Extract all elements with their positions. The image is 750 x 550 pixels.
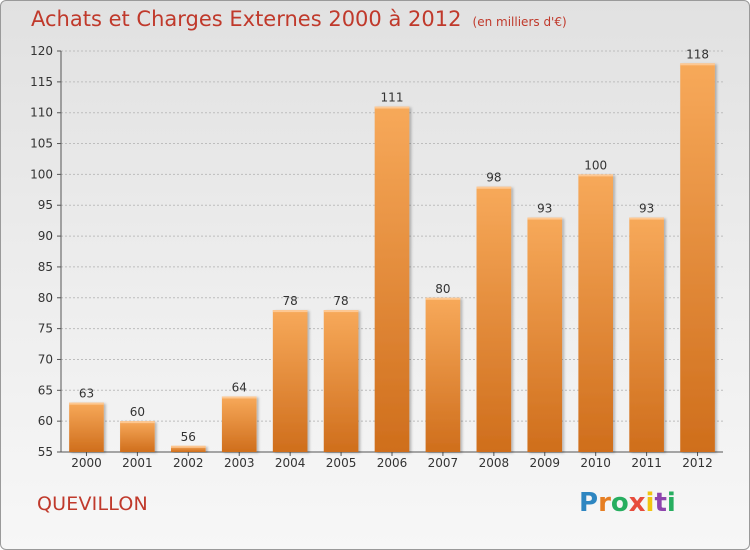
y-tick-label: 100 <box>30 167 53 181</box>
logo-letter: o <box>610 488 629 518</box>
x-tick-label: 2008 <box>479 456 510 470</box>
data-label: 60 <box>130 405 145 419</box>
bar <box>120 421 155 452</box>
bar <box>425 297 461 452</box>
data-label: 118 <box>686 47 709 61</box>
bar-highlight <box>170 445 206 448</box>
y-tick-label: 65 <box>38 383 53 397</box>
data-label: 100 <box>584 158 607 172</box>
commune-name: QUEVILLON <box>37 493 148 515</box>
x-tick-label: 2006 <box>377 456 408 470</box>
data-label: 78 <box>283 294 298 308</box>
bar-highlight <box>629 217 664 220</box>
chart-subtitle: (en milliers d'€) <box>472 15 567 29</box>
y-tick-label: 55 <box>38 445 53 459</box>
chart-title-block: Achats et Charges Externes 2000 à 2012 (… <box>31 7 567 31</box>
y-tick-label: 115 <box>30 75 53 89</box>
data-label: 56 <box>181 430 196 444</box>
logo-letter: r <box>598 488 611 518</box>
y-tick-label: 105 <box>30 137 53 151</box>
y-tick-label: 120 <box>30 44 53 58</box>
bar <box>680 63 715 452</box>
y-tick-label: 60 <box>38 414 53 428</box>
y-tick-label: 75 <box>38 322 53 336</box>
bar-highlight <box>120 421 155 424</box>
bar <box>69 402 104 452</box>
bar-highlight <box>69 402 104 405</box>
bar <box>629 217 664 452</box>
data-label: 64 <box>232 380 247 394</box>
bar-highlight <box>272 310 308 313</box>
logo-letter: x <box>628 488 646 518</box>
bars <box>69 63 715 453</box>
y-tick-label: 80 <box>38 291 53 305</box>
x-tick-label: 2001 <box>122 456 153 470</box>
x-tick-label: 2009 <box>529 456 560 470</box>
logo-letter: t <box>654 488 667 518</box>
y-tick-label: 70 <box>38 352 53 366</box>
chart-title: Achats et Charges Externes 2000 à 2012 <box>31 7 462 31</box>
x-tick-label: 2012 <box>682 456 713 470</box>
x-tick-label: 2004 <box>275 456 306 470</box>
bar-highlight <box>323 310 359 313</box>
bar-highlight <box>425 297 461 300</box>
x-tick-label: 2011 <box>631 456 662 470</box>
data-label: 80 <box>435 282 450 296</box>
y-tick-label: 85 <box>38 260 53 274</box>
data-labels: 63 60 56 64 78 78 111 80 98 93 100 93 118 <box>79 47 709 443</box>
x-tick-label: 2005 <box>326 456 357 470</box>
bar-highlight <box>578 174 614 177</box>
bar-highlight <box>221 396 257 399</box>
bar-highlight <box>476 186 512 189</box>
data-label: 98 <box>486 171 501 185</box>
bar <box>323 310 359 452</box>
y-tick-labels: 55 60 65 70 75 80 85 90 95 100 105 110 115 120 <box>30 44 53 459</box>
y-tick-label: 95 <box>38 198 53 212</box>
logo-letter: i <box>645 488 655 518</box>
data-label: 78 <box>333 294 348 308</box>
x-tick-label: 2000 <box>71 456 102 470</box>
bar <box>374 106 410 453</box>
x-tick-label: 2002 <box>173 456 204 470</box>
data-label: 63 <box>79 387 94 401</box>
bar-highlight <box>374 106 410 109</box>
logo-letter: i <box>666 488 676 518</box>
data-label: 93 <box>537 202 552 216</box>
bar <box>221 396 257 452</box>
bar <box>272 310 308 452</box>
data-label: 111 <box>381 91 404 105</box>
bar <box>476 186 512 452</box>
y-tick-label: 90 <box>38 229 53 243</box>
x-tick-label: 2007 <box>428 456 459 470</box>
bar-highlight <box>527 217 563 220</box>
bar-highlight <box>680 63 715 66</box>
x-tick-labels: 2000 2001 2002 2003 2004 2005 2006 2007 2008 2009… <box>71 456 713 470</box>
proxiti-logo: Proxiti <box>579 488 676 518</box>
bar <box>170 445 206 452</box>
y-tick-label: 110 <box>30 106 53 120</box>
x-tick-label: 2003 <box>224 456 255 470</box>
x-tick-label: 2010 <box>580 456 611 470</box>
data-label: 93 <box>639 202 654 216</box>
logo-letter: P <box>579 488 599 518</box>
bar <box>527 217 563 452</box>
bar <box>578 174 614 452</box>
